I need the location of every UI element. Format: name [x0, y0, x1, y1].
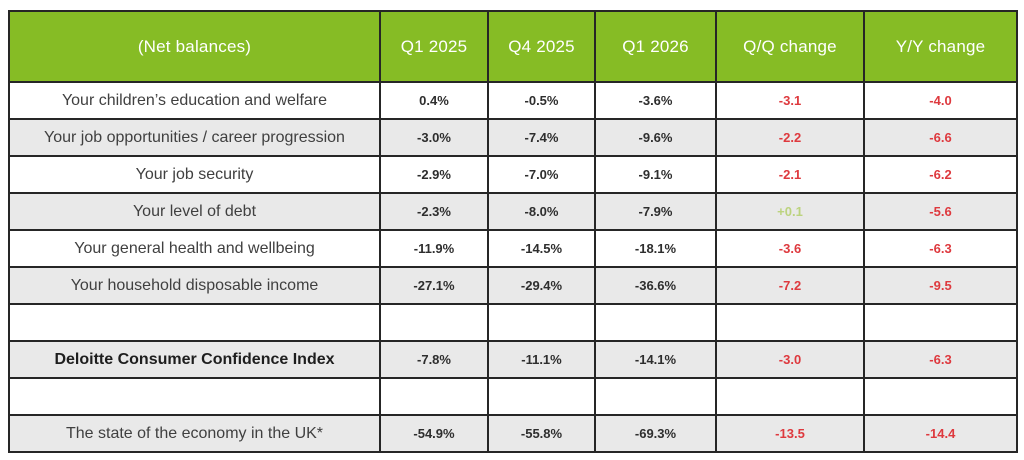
- value-yy-change: -5.6: [863, 192, 1018, 231]
- table-row: Your job opportunities / career progress…: [8, 118, 1018, 157]
- value-q1-2025: -54.9%: [379, 414, 489, 453]
- value-yy-change: -14.4: [863, 414, 1018, 453]
- table-row: Your general health and wellbeing -11.9% -…: [8, 229, 1018, 268]
- value-q4-2025: -11.1%: [487, 340, 596, 379]
- value-yy-change: -6.6: [863, 118, 1018, 157]
- value-qq-change: -13.5: [715, 414, 865, 453]
- value-q4-2025: [487, 303, 596, 342]
- table-row: Your household disposable income -27.1% -2…: [8, 266, 1018, 305]
- value-yy-change: -6.3: [863, 340, 1018, 379]
- table-row: Deloitte Consumer Confidence Index -7.8% -…: [8, 340, 1018, 379]
- row-label: Your general health and wellbeing: [8, 229, 381, 268]
- value-q1-2026: [594, 377, 717, 416]
- value-q1-2026: -18.1%: [594, 229, 717, 268]
- value-q1-2025: -27.1%: [379, 266, 489, 305]
- value-qq-change: -3.1: [715, 81, 865, 120]
- table-row: The state of the economy in the UK* -54.9…: [8, 414, 1018, 453]
- value-q1-2026: [594, 303, 717, 342]
- value-qq-change: [715, 303, 865, 342]
- header-qq-change: Q/Q change: [715, 10, 865, 83]
- value-qq-change: -2.1: [715, 155, 865, 194]
- row-label: [8, 377, 381, 416]
- value-q1-2026: -14.1%: [594, 340, 717, 379]
- row-label: Deloitte Consumer Confidence Index: [8, 340, 381, 379]
- table-row: Your children’s education and welfare 0.4…: [8, 81, 1018, 120]
- value-qq-change: +0.1: [715, 192, 865, 231]
- value-q4-2025: -29.4%: [487, 266, 596, 305]
- value-yy-change: [863, 303, 1018, 342]
- value-q4-2025: -14.5%: [487, 229, 596, 268]
- header-q4-2025: Q4 2025: [487, 10, 596, 83]
- value-q1-2025: [379, 377, 489, 416]
- value-q1-2025: -7.8%: [379, 340, 489, 379]
- value-q4-2025: -7.0%: [487, 155, 596, 194]
- table-body: Your children’s education and welfare 0.4…: [8, 81, 1018, 453]
- header-net-balances: (Net balances): [8, 10, 381, 83]
- value-q1-2026: -36.6%: [594, 266, 717, 305]
- value-yy-change: [863, 377, 1018, 416]
- value-qq-change: [715, 377, 865, 416]
- row-label: [8, 303, 381, 342]
- value-q1-2025: 0.4%: [379, 81, 489, 120]
- value-q1-2026: -69.3%: [594, 414, 717, 453]
- value-q4-2025: -8.0%: [487, 192, 596, 231]
- row-label: Your job security: [8, 155, 381, 194]
- row-label: Your household disposable income: [8, 266, 381, 305]
- value-q4-2025: [487, 377, 596, 416]
- value-qq-change: -2.2: [715, 118, 865, 157]
- header-q1-2025: Q1 2025: [379, 10, 489, 83]
- row-label: Your level of debt: [8, 192, 381, 231]
- value-q1-2026: -3.6%: [594, 81, 717, 120]
- value-qq-change: -3.6: [715, 229, 865, 268]
- table-row: Your job security -2.9% -7.0% -9.1% -2.1 -6.2: [8, 155, 1018, 194]
- value-yy-change: -6.2: [863, 155, 1018, 194]
- value-yy-change: -4.0: [863, 81, 1018, 120]
- value-yy-change: -9.5: [863, 266, 1018, 305]
- value-q1-2026: -9.1%: [594, 155, 717, 194]
- net-balances-table: (Net balances) Q1 2025 Q4 2025 Q1 2026 Q…: [8, 10, 1018, 453]
- value-q4-2025: -55.8%: [487, 414, 596, 453]
- value-q1-2026: -7.9%: [594, 192, 717, 231]
- value-q1-2025: -3.0%: [379, 118, 489, 157]
- value-yy-change: -6.3: [863, 229, 1018, 268]
- value-q4-2025: -7.4%: [487, 118, 596, 157]
- row-label: Your job opportunities / career progress…: [8, 118, 381, 157]
- header-row: (Net balances) Q1 2025 Q4 2025 Q1 2026 Q…: [8, 10, 1018, 83]
- header-yy-change: Y/Y change: [863, 10, 1018, 83]
- value-q1-2025: -2.9%: [379, 155, 489, 194]
- value-q1-2026: -9.6%: [594, 118, 717, 157]
- value-q4-2025: -0.5%: [487, 81, 596, 120]
- value-qq-change: -3.0: [715, 340, 865, 379]
- table-row: [8, 303, 1018, 342]
- table-row: [8, 377, 1018, 416]
- value-q1-2025: -11.9%: [379, 229, 489, 268]
- table-row: Your level of debt -2.3% -8.0% -7.9% +0.1 -5.…: [8, 192, 1018, 231]
- value-q1-2025: [379, 303, 489, 342]
- value-q1-2025: -2.3%: [379, 192, 489, 231]
- value-qq-change: -7.2: [715, 266, 865, 305]
- header-q1-2026: Q1 2026: [594, 10, 717, 83]
- row-label: Your children’s education and welfare: [8, 81, 381, 120]
- row-label: The state of the economy in the UK*: [8, 414, 381, 453]
